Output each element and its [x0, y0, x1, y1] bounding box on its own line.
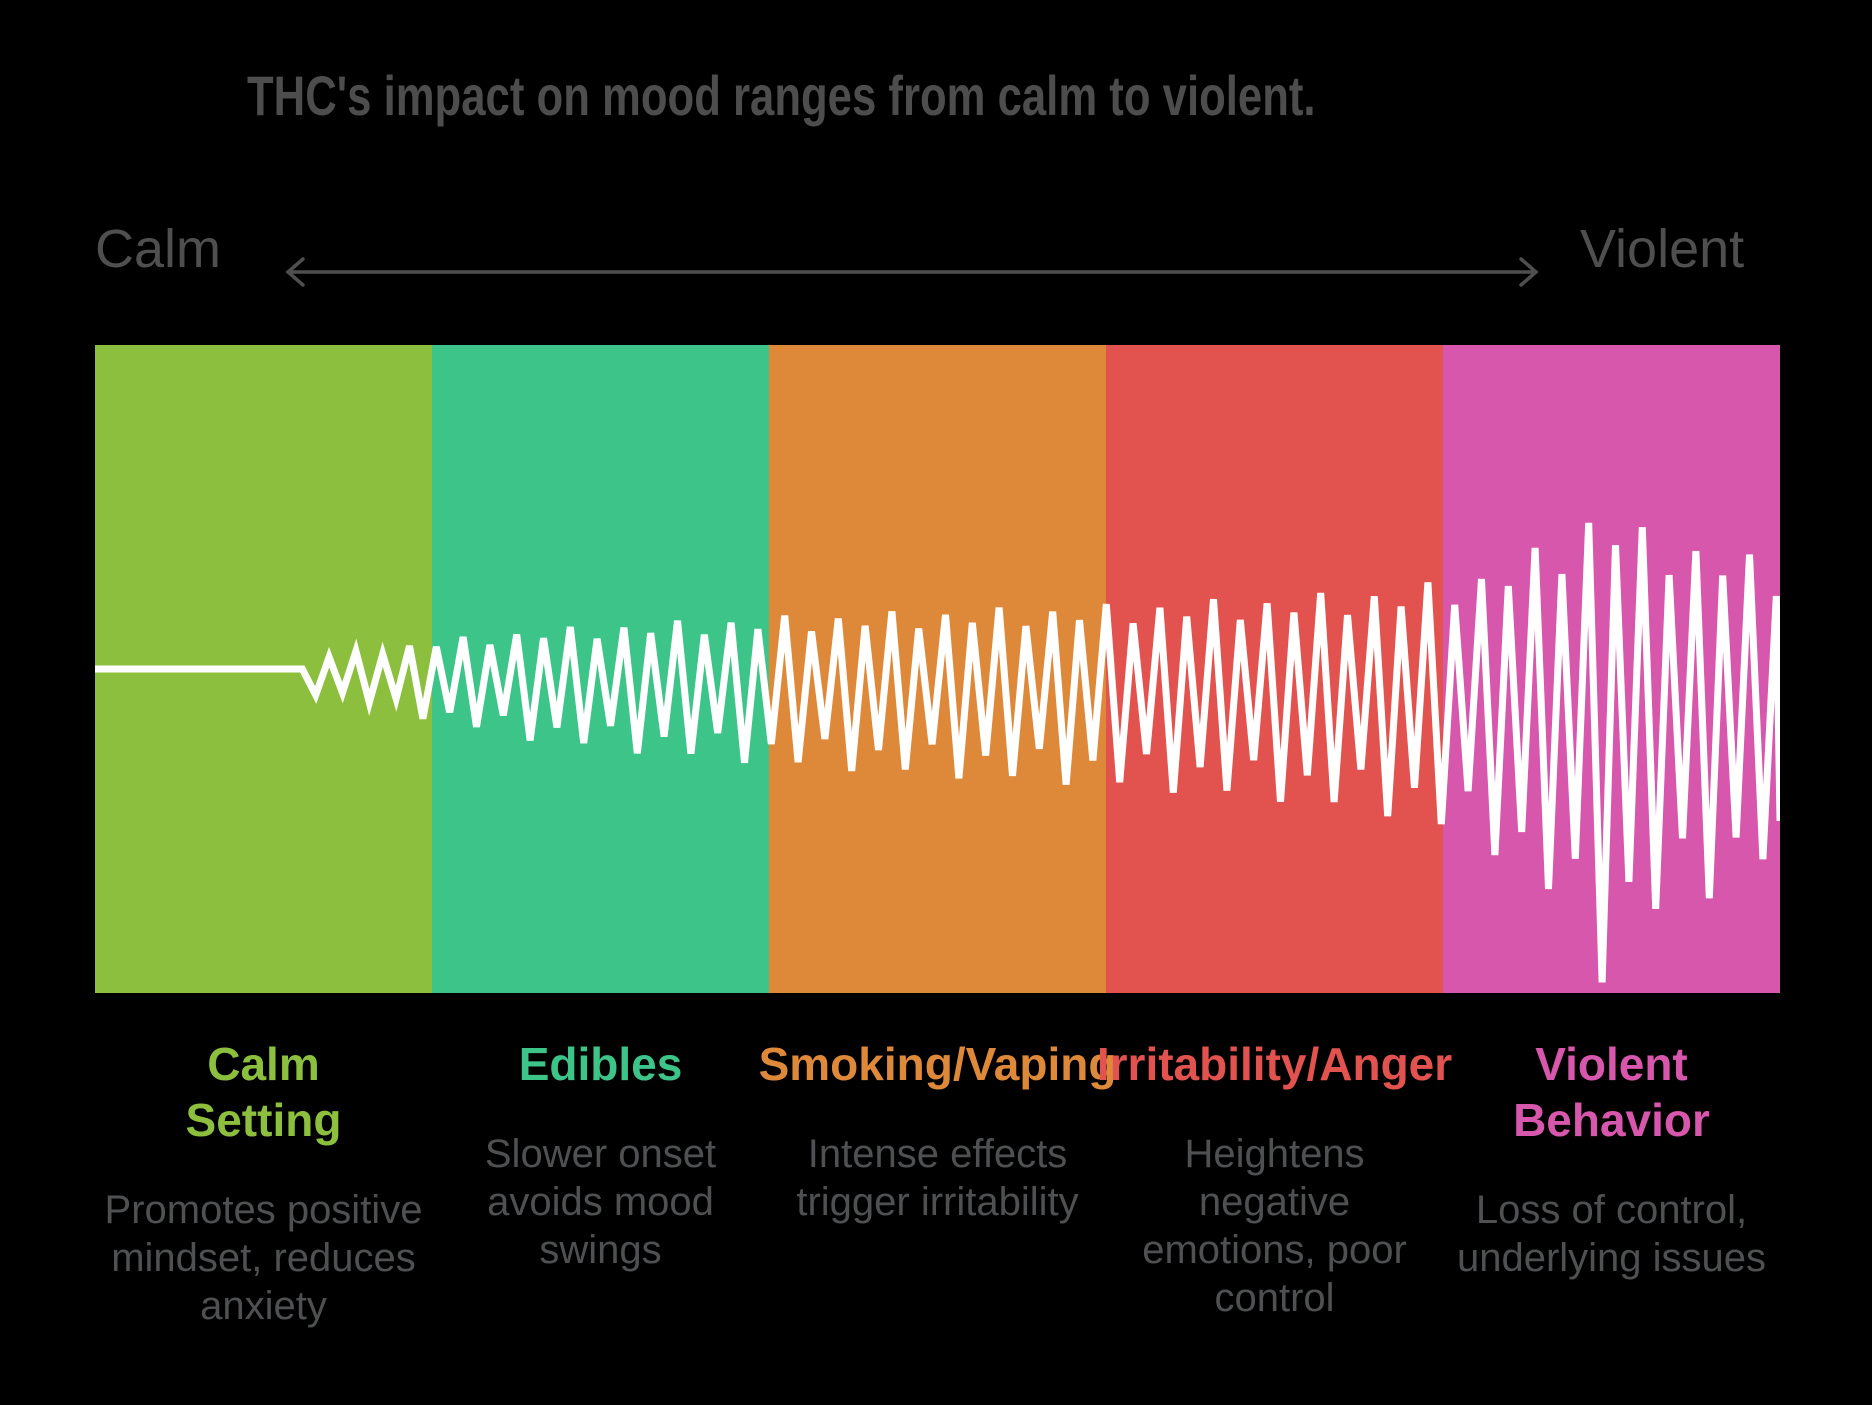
legend-smoking-vaping-header: Smoking/Vaping	[758, 1038, 1117, 1090]
mood-waveform	[95, 522, 1780, 983]
waveform-line	[95, 522, 1780, 983]
legend-irritability-anger-description: Heightens negative emotions, poor contro…	[1142, 1132, 1407, 1321]
axis-label-violent: Violent	[1580, 219, 1745, 279]
legend-smoking-vaping-description: Intense effects trigger irritability	[796, 1132, 1079, 1225]
legend-edibles-header: Edibles	[518, 1038, 683, 1090]
axis-label-calm: Calm	[95, 219, 222, 279]
legend-irritability-anger-header: Irritability/Anger	[1096, 1038, 1453, 1090]
legend-smoking-vaping: Smoking/Vaping Intense effects trigger i…	[759, 1036, 1117, 1330]
mood-band-chart	[95, 345, 1780, 993]
legend-edibles: Edibles Slower onset avoids mood swings	[432, 1036, 769, 1330]
legend-violent-behavior-description: Loss of control, underlying issues	[1456, 1188, 1767, 1281]
spectrum-double-arrow-icon	[285, 257, 1539, 287]
legend-edibles-description: Slower onset avoids mood swings	[484, 1132, 717, 1273]
page-title: THC's impact on mood ranges from calm to…	[247, 64, 1316, 127]
legend-violent-behavior: Violent Behavior Loss of control, underl…	[1443, 1036, 1780, 1330]
legend-violent-behavior-header: Violent Behavior	[1513, 1038, 1710, 1147]
legend-irritability-anger: Irritability/Anger Heightens negative em…	[1097, 1036, 1452, 1330]
legend-calm-setting: Calm Setting Promotes positive mindset, …	[95, 1036, 432, 1330]
legend-row: Calm Setting Promotes positive mindset, …	[95, 1036, 1780, 1330]
legend-calm-setting-header: Calm Setting	[185, 1038, 342, 1147]
legend-calm-setting-description: Promotes positive mindset, reduces anxie…	[104, 1188, 423, 1329]
